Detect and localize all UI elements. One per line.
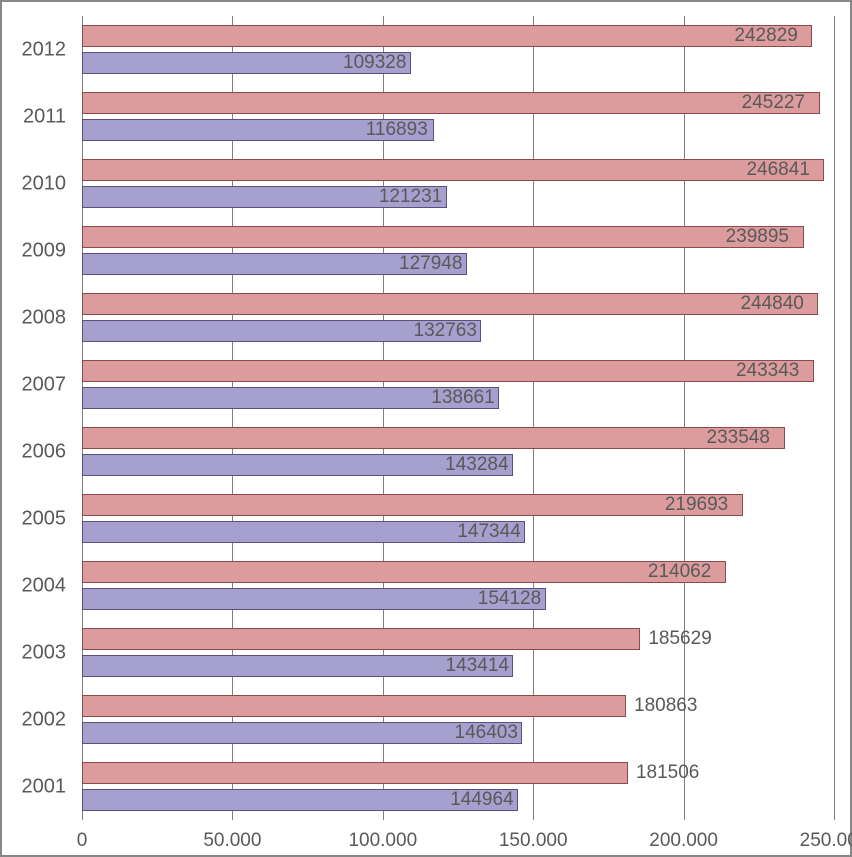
y-category-label: 2011 [23, 105, 66, 128]
y-category-label: 2005 [22, 507, 67, 530]
bar-series-b [82, 25, 812, 47]
data-label-series-a: 147344 [457, 521, 520, 543]
x-tick-label: 100.000 [348, 830, 417, 852]
bar-series-b [82, 92, 820, 114]
y-category-label: 2008 [22, 306, 67, 329]
bar-series-b [82, 360, 814, 382]
data-label-series-a: 146403 [455, 722, 518, 744]
y-category-label: 2009 [22, 239, 67, 262]
data-label-series-b: 246841 [746, 159, 809, 181]
data-label-series-a: 109328 [343, 52, 406, 74]
x-tick-label: 150.000 [499, 830, 568, 852]
y-category-label: 2003 [22, 641, 67, 664]
plot-area: 181506 144964 180863 146403 185629 143414 2140… [82, 16, 834, 820]
y-category-label: 2010 [22, 172, 67, 195]
data-label-series-b: 244840 [740, 293, 803, 315]
bar-series-b [82, 695, 626, 717]
data-label-series-b: 181506 [636, 762, 699, 784]
x-tick-label: 200.000 [649, 830, 718, 852]
y-category-label: 2006 [22, 440, 67, 463]
data-label-series-a: 127948 [399, 253, 462, 275]
bar-series-b [82, 628, 640, 650]
data-label-series-b: 239895 [726, 226, 789, 248]
bar-series-b [82, 159, 824, 181]
bar-series-b [82, 226, 804, 248]
data-label-series-b: 185629 [648, 628, 711, 650]
chart-frame: 181506 144964 180863 146403 185629 143414 2140… [0, 0, 852, 857]
bar-series-b [82, 293, 818, 315]
y-category-label: 2002 [22, 708, 67, 731]
data-label-series-a: 143284 [445, 454, 508, 476]
data-label-series-a: 143414 [446, 655, 509, 677]
data-label-series-b: 245227 [742, 92, 805, 114]
y-category-label: 2001 [22, 775, 67, 798]
bar-series-b [82, 561, 726, 583]
data-label-series-a: 144964 [450, 789, 513, 811]
data-label-series-b: 214062 [648, 561, 711, 583]
bar-series-b [82, 427, 785, 449]
data-label-series-a: 154128 [478, 588, 541, 610]
data-label-series-a: 132763 [414, 320, 477, 342]
x-tick-label: 250.000 [800, 830, 852, 852]
data-label-series-b: 242829 [734, 25, 797, 47]
gridline [834, 16, 835, 820]
data-label-series-a: 138661 [431, 387, 494, 409]
x-tick-label: 50.000 [203, 830, 261, 852]
data-label-series-a: 121231 [379, 186, 442, 208]
y-category-label: 2012 [22, 38, 67, 61]
y-category-label: 2004 [22, 574, 67, 597]
data-label-series-b: 233548 [707, 427, 770, 449]
bar-series-b [82, 762, 628, 784]
bar-series-b [82, 494, 743, 516]
data-label-series-a: 116893 [366, 119, 428, 141]
data-label-series-b: 219693 [665, 494, 728, 516]
y-category-label: 2007 [22, 373, 67, 396]
x-tick-label: 0 [77, 830, 88, 852]
bar-series-a [82, 588, 546, 610]
data-label-series-b: 243343 [736, 360, 799, 382]
data-label-series-b: 180863 [634, 695, 697, 717]
